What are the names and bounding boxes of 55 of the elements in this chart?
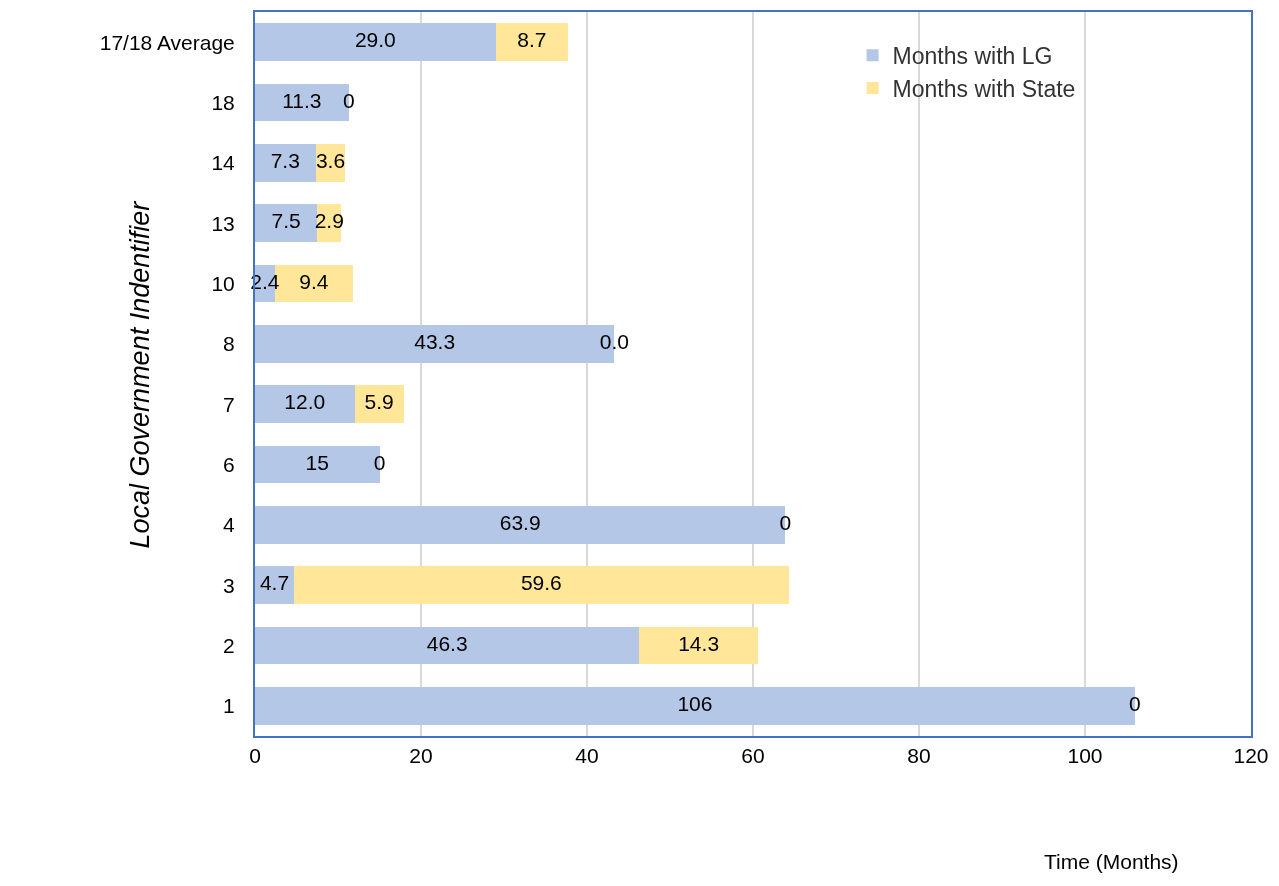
data-label: 3.6 xyxy=(315,149,346,173)
y-tick-label: 2 xyxy=(223,633,235,657)
data-label: 106 xyxy=(677,692,713,716)
y-tick-label: 1 xyxy=(223,694,235,718)
x-tick-label: 100 xyxy=(1067,744,1103,768)
data-label: 46.3 xyxy=(426,631,468,655)
data-label: 14.3 xyxy=(678,631,720,655)
x-tick-label: 0 xyxy=(249,744,261,768)
data-label: 9.4 xyxy=(299,269,329,293)
data-label: 63.9 xyxy=(499,511,541,535)
data-label: 0.0 xyxy=(599,330,629,354)
data-label: 0 xyxy=(1128,692,1141,716)
y-tick-label: 17/18 Average xyxy=(99,30,235,54)
data-label: 11.3 xyxy=(282,88,322,112)
x-tick-label: 40 xyxy=(575,744,599,768)
data-label: 8.7 xyxy=(517,28,547,52)
data-label: 2.9 xyxy=(314,209,344,233)
data-label: 29.0 xyxy=(354,28,396,52)
x-axis-title: Time (Months) xyxy=(1044,850,1179,873)
legend-label: Months with State xyxy=(892,76,1076,103)
data-label: 15 xyxy=(305,450,329,474)
data-label: 12.0 xyxy=(284,390,326,414)
legend-label: Months with LG xyxy=(892,43,1053,70)
y-tick-label: 10 xyxy=(211,271,235,295)
bar xyxy=(255,23,496,61)
bar xyxy=(639,626,758,665)
y-tick-label: 18 xyxy=(211,90,235,114)
bar xyxy=(255,144,316,182)
bar xyxy=(495,23,568,61)
data-label: 4.7 xyxy=(259,571,290,595)
y-tick-label: 7 xyxy=(223,392,235,416)
bar xyxy=(255,626,640,665)
x-tick-label: 60 xyxy=(741,744,765,768)
x-tick-label: 120 xyxy=(1233,744,1269,768)
x-tick-label: 80 xyxy=(907,744,931,768)
data-label: 5.9 xyxy=(364,390,394,414)
y-tick-label: 4 xyxy=(223,513,236,537)
data-label: 7.3 xyxy=(270,149,300,173)
data-label: 0 xyxy=(373,450,386,474)
data-label: 0 xyxy=(342,88,355,112)
bar xyxy=(255,385,355,423)
y-tick-label: 13 xyxy=(211,211,235,235)
y-tick-label: 14 xyxy=(211,151,236,175)
y-axis-title: Local Government Indentifier xyxy=(125,200,156,549)
data-label: 59.6 xyxy=(520,571,562,595)
y-tick-label: 3 xyxy=(223,573,235,597)
x-tick-label: 20 xyxy=(409,744,433,768)
bar xyxy=(294,566,789,604)
data-label: 43.3 xyxy=(414,330,456,354)
data-label: 0 xyxy=(779,511,792,535)
bar xyxy=(354,385,404,423)
bar xyxy=(255,566,295,604)
y-tick-label: 8 xyxy=(223,332,235,356)
y-tick-label: 6 xyxy=(223,452,235,476)
data-label: 7.5 xyxy=(271,209,301,233)
